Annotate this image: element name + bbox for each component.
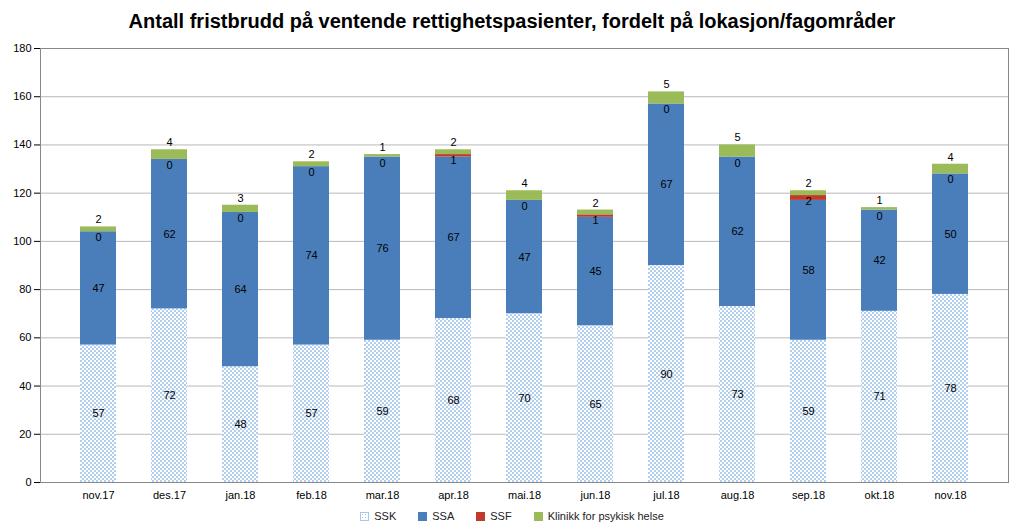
svg-text:70: 70 bbox=[518, 392, 530, 404]
svg-text:mai.18: mai.18 bbox=[508, 489, 541, 501]
svg-text:78: 78 bbox=[944, 382, 956, 394]
svg-text:4: 4 bbox=[947, 151, 953, 163]
svg-text:okt.18: okt.18 bbox=[865, 489, 895, 501]
svg-text:4: 4 bbox=[166, 136, 172, 148]
svg-text:0: 0 bbox=[663, 103, 669, 115]
svg-text:58: 58 bbox=[802, 264, 814, 276]
svg-text:2: 2 bbox=[805, 177, 811, 189]
svg-text:80: 80 bbox=[19, 283, 31, 295]
svg-text:2: 2 bbox=[95, 213, 101, 225]
svg-text:1: 1 bbox=[450, 154, 456, 166]
html-text:SSA: SSA bbox=[432, 510, 455, 522]
svg-text:jun.18: jun.18 bbox=[580, 489, 611, 501]
svg-text:jan.18: jan.18 bbox=[225, 489, 256, 501]
svg-text:0: 0 bbox=[379, 157, 385, 169]
svg-text:aug.18: aug.18 bbox=[721, 489, 755, 501]
svg-text:60: 60 bbox=[19, 331, 31, 343]
html-text:Klinikk for psykisk helse: Klinikk for psykisk helse bbox=[547, 510, 664, 522]
svg-text:57: 57 bbox=[305, 407, 317, 419]
svg-text:0: 0 bbox=[947, 173, 953, 185]
svg-text:73: 73 bbox=[731, 388, 743, 400]
svg-text:50: 50 bbox=[944, 228, 956, 240]
svg-text:2: 2 bbox=[805, 195, 811, 207]
svg-text:0: 0 bbox=[876, 210, 882, 222]
svg-text:0: 0 bbox=[95, 231, 101, 243]
svg-text:62: 62 bbox=[731, 225, 743, 237]
svg-text:nov.18: nov.18 bbox=[934, 489, 966, 501]
svg-text:180: 180 bbox=[13, 42, 31, 54]
html-text:Antall fristbrudd på ventende: Antall fristbrudd på ventende rettighets… bbox=[128, 10, 896, 32]
svg-text:feb.18: feb.18 bbox=[296, 489, 327, 501]
svg-text:0: 0 bbox=[308, 166, 314, 178]
svg-text:67: 67 bbox=[660, 178, 672, 190]
svg-text:0: 0 bbox=[25, 476, 31, 488]
svg-text:57: 57 bbox=[92, 407, 104, 419]
svg-text:apr.18: apr.18 bbox=[438, 489, 469, 501]
svg-text:45: 45 bbox=[589, 265, 601, 277]
svg-text:1: 1 bbox=[379, 141, 385, 153]
svg-text:jul.18: jul.18 bbox=[652, 489, 679, 501]
svg-text:40: 40 bbox=[19, 380, 31, 392]
svg-text:3: 3 bbox=[237, 192, 243, 204]
svg-text:47: 47 bbox=[92, 282, 104, 294]
svg-text:1: 1 bbox=[592, 214, 598, 226]
svg-text:100: 100 bbox=[13, 235, 31, 247]
html-text:SSF: SSF bbox=[490, 510, 512, 522]
svg-text:48: 48 bbox=[234, 418, 246, 430]
svg-text:2: 2 bbox=[450, 136, 456, 148]
svg-text:20: 20 bbox=[19, 428, 31, 440]
svg-text:76: 76 bbox=[376, 242, 388, 254]
svg-text:2: 2 bbox=[308, 148, 314, 160]
svg-text:5: 5 bbox=[663, 78, 669, 90]
svg-text:160: 160 bbox=[13, 90, 31, 102]
svg-text:sep.18: sep.18 bbox=[792, 489, 825, 501]
svg-text:59: 59 bbox=[802, 405, 814, 417]
svg-text:47: 47 bbox=[518, 251, 530, 263]
svg-text:5: 5 bbox=[734, 131, 740, 143]
svg-text:120: 120 bbox=[13, 187, 31, 199]
svg-text:140: 140 bbox=[13, 138, 31, 150]
svg-text:71: 71 bbox=[873, 390, 885, 402]
svg-text:mar.18: mar.18 bbox=[366, 489, 400, 501]
svg-text:90: 90 bbox=[660, 368, 672, 380]
html-text:SSK: SSK bbox=[374, 510, 397, 522]
svg-text:72: 72 bbox=[163, 389, 175, 401]
svg-text:62: 62 bbox=[163, 228, 175, 240]
svg-text:0: 0 bbox=[734, 157, 740, 169]
svg-text:des.17: des.17 bbox=[153, 489, 186, 501]
svg-text:2: 2 bbox=[592, 197, 598, 209]
svg-text:65: 65 bbox=[589, 398, 601, 410]
svg-text:0: 0 bbox=[166, 159, 172, 171]
svg-text:4: 4 bbox=[521, 177, 527, 189]
svg-text:0: 0 bbox=[237, 212, 243, 224]
svg-text:59: 59 bbox=[376, 405, 388, 417]
svg-text:67: 67 bbox=[447, 231, 459, 243]
svg-text:0: 0 bbox=[521, 200, 527, 212]
svg-text:74: 74 bbox=[305, 249, 317, 261]
svg-text:64: 64 bbox=[234, 283, 246, 295]
svg-text:nov.17: nov.17 bbox=[82, 489, 114, 501]
svg-text:68: 68 bbox=[447, 394, 459, 406]
svg-text:42: 42 bbox=[873, 254, 885, 266]
svg-text:1: 1 bbox=[876, 194, 882, 206]
